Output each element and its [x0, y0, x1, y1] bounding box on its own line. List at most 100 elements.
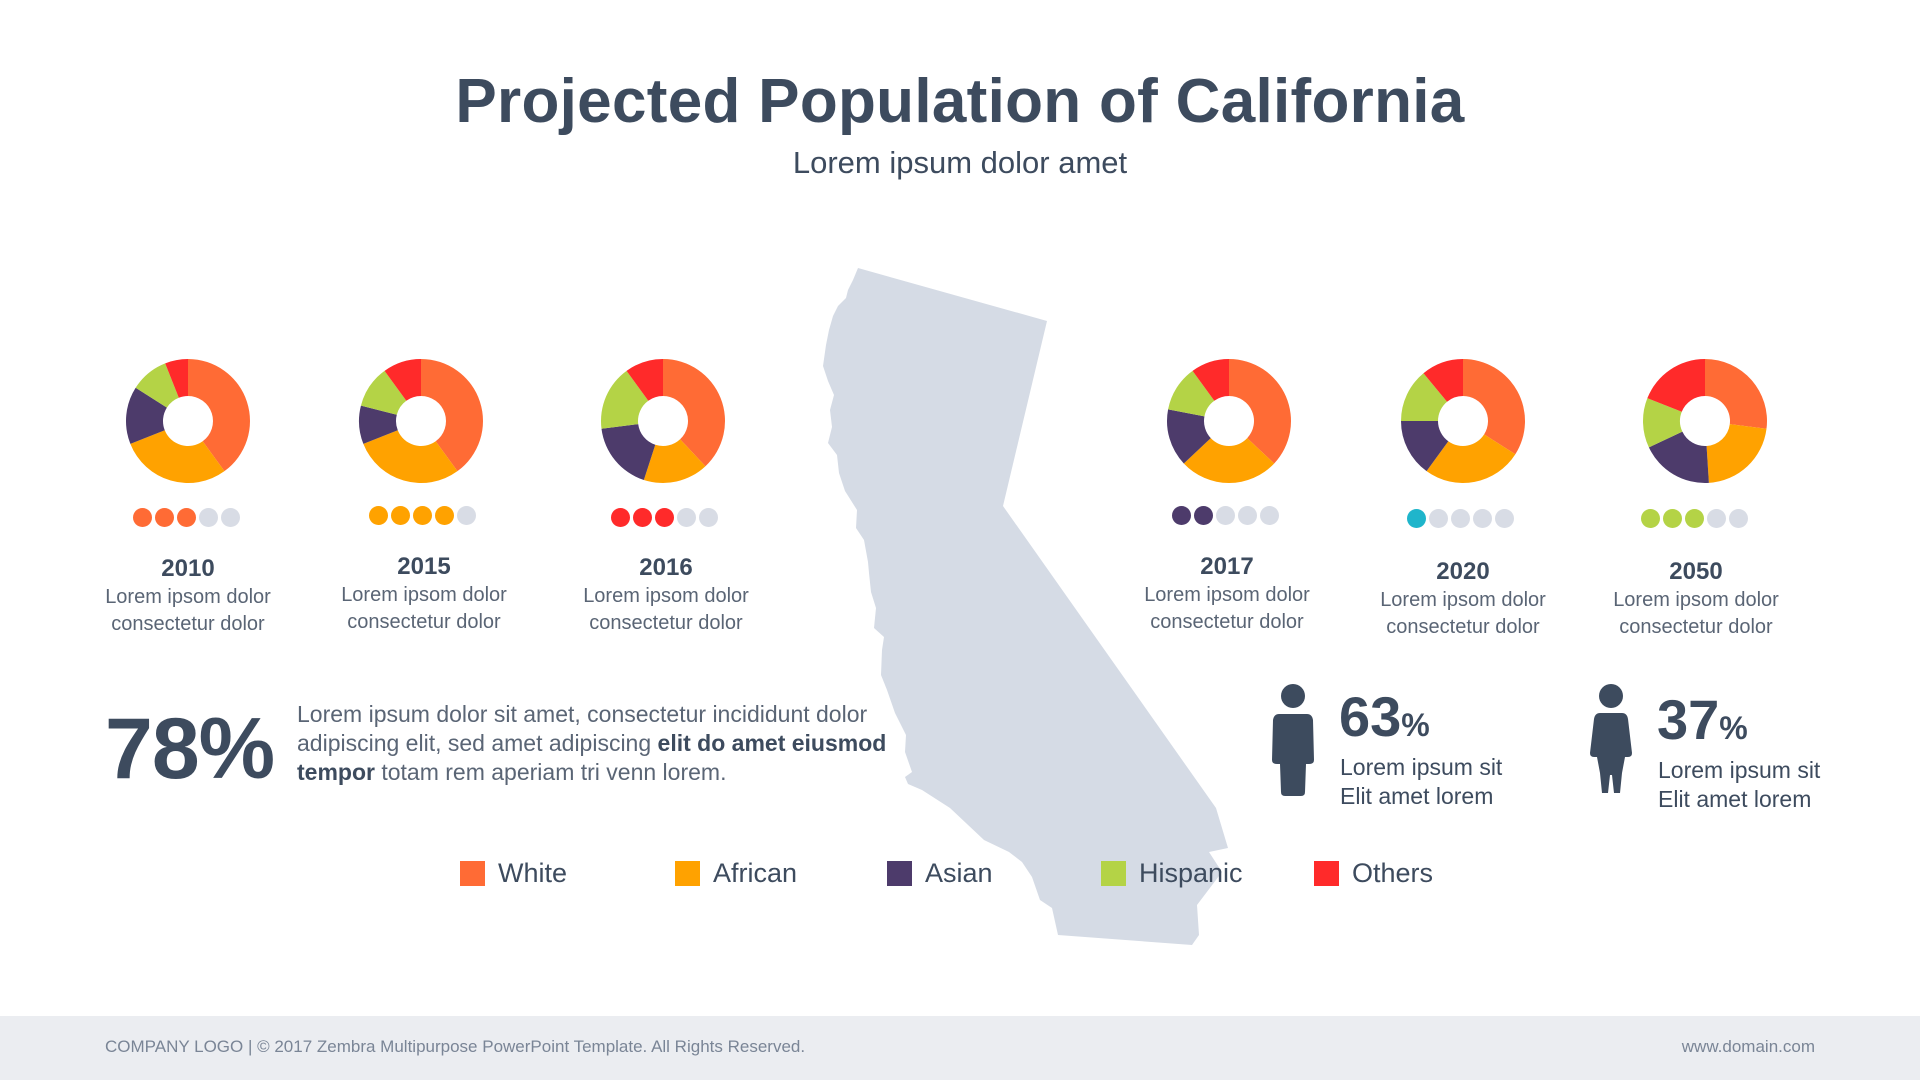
donut-slice-white: [1229, 359, 1291, 464]
progress-dot-inactive: [1238, 506, 1257, 525]
male-stat-line2: Elit amet lorem: [1340, 783, 1494, 809]
year-description: Lorem ipsom dolor: [1613, 589, 1779, 611]
donut-slice-african: [643, 439, 706, 483]
year-description: consectetur dolor: [111, 613, 265, 635]
page-title: Projected Population of California: [455, 67, 1465, 136]
highlight-text-part2: totam rem aperiam tri venn lorem.: [374, 759, 727, 785]
donut-slice-asian: [1648, 431, 1709, 483]
year-description: Lorem ipsom dolor: [1144, 584, 1310, 606]
donut-slice-african: [1706, 424, 1767, 483]
year-description: consectetur dolor: [1150, 611, 1304, 633]
progress-dot-inactive: [1495, 509, 1514, 528]
donut-chart-2016: [601, 359, 725, 483]
progress-dot-active: [177, 508, 196, 527]
legend-label-hispanic: Hispanic: [1139, 858, 1243, 888]
donut-slice-others: [1423, 359, 1463, 402]
progress-dot-inactive: [1473, 509, 1492, 528]
progress-dot-inactive: [1260, 506, 1279, 525]
legend-label-white: White: [498, 858, 568, 888]
donut-chart-2050: [1643, 359, 1767, 483]
progress-dot-active: [435, 506, 454, 525]
footer-website-link[interactable]: www.domain.com: [1681, 1037, 1815, 1056]
male-stat-description: Lorem ipsum sit Elit amet lorem: [1340, 753, 1570, 811]
donut-slice-asian: [359, 405, 398, 444]
donut-slice-white: [421, 359, 483, 472]
year-block-2010: 2010 Lorem ipsom dolor consectetur dolor: [73, 554, 303, 638]
progress-dot-inactive: [457, 506, 476, 525]
year-block-2015: 2015 Lorem ipsom dolor consectetur dolor: [309, 552, 539, 636]
female-stat-description: Lorem ipsum sit Elit amet lorem: [1658, 756, 1888, 814]
donut-slice-white: [188, 359, 250, 472]
donut-slice-african: [130, 430, 225, 483]
legend-item-others: Others: [1314, 858, 1433, 889]
progress-dots-2050: [1641, 509, 1751, 531]
year-block-2050: 2050 Lorem ipsom dolor consectetur dolor: [1581, 557, 1811, 641]
donut-slice-asian: [1401, 421, 1449, 472]
progress-dot-active: [1172, 506, 1191, 525]
year-label: 2010: [161, 555, 215, 582]
progress-dot-active: [1663, 509, 1682, 528]
progress-dot-active: [1641, 509, 1660, 528]
donut-slice-hispanic: [601, 370, 649, 429]
legend-label-others: Others: [1352, 858, 1434, 888]
progress-dot-active: [133, 508, 152, 527]
donut-slice-asian: [1167, 409, 1211, 464]
female-percentage-number: 37: [1657, 688, 1720, 751]
progress-dot-inactive: [677, 508, 696, 527]
year-description: consectetur dolor: [1619, 616, 1773, 638]
donut-chart-2020: [1401, 359, 1525, 483]
year-label: 2020: [1436, 558, 1490, 585]
progress-dot-active: [1194, 506, 1213, 525]
donut-slice-others: [626, 359, 663, 401]
page-subtitle: Lorem ipsum dolor amet: [792, 145, 1128, 180]
donut-slice-white: [663, 359, 725, 467]
progress-dot-active: [155, 508, 174, 527]
donut-slice-white: [1705, 359, 1767, 429]
donut-slice-hispanic: [360, 370, 407, 415]
chart-legend: White African Asian Hispanic Others: [0, 858, 1920, 892]
legend-swatch-asian: [887, 861, 912, 886]
progress-dot-active: [1407, 509, 1426, 528]
progress-dots-2016: [611, 508, 721, 530]
donut-slice-others: [384, 359, 421, 401]
progress-dot-inactive: [1729, 509, 1748, 528]
footer: COMPANY LOGO | © 2017 Zembra Multipurpos…: [0, 1016, 1920, 1080]
donut-slice-hispanic: [135, 363, 179, 408]
year-label: 2016: [639, 554, 693, 581]
progress-dots-2020: [1407, 509, 1517, 531]
progress-dot-inactive: [221, 508, 240, 527]
california-shape: [823, 268, 1228, 945]
progress-dot-active: [369, 506, 388, 525]
donut-chart-2015: [359, 359, 483, 483]
legend-label-african: African: [713, 858, 798, 888]
donut-slice-asian: [601, 424, 656, 480]
donut-chart-2017: [1167, 359, 1291, 483]
progress-dot-inactive: [1707, 509, 1726, 528]
female-person-icon: [1590, 684, 1632, 793]
highlight-text-bold: elit do amet eiusmod tempor: [297, 730, 887, 785]
female-percentage-unit: %: [1719, 710, 1748, 746]
year-description: consectetur dolor: [347, 611, 501, 633]
donut-slice-others: [165, 359, 188, 398]
male-percentage-unit: %: [1401, 707, 1430, 743]
progress-dot-active: [633, 508, 652, 527]
highlight-percentage: 78%: [105, 701, 275, 797]
donut-slice-african: [1426, 434, 1516, 483]
legend-label-asian: Asian: [925, 858, 993, 888]
year-block-2017: 2017 Lorem ipsom dolor consectetur dolor: [1112, 552, 1342, 636]
progress-dot-active: [611, 508, 630, 527]
legend-item-asian: Asian: [887, 858, 993, 889]
legend-item-african: African: [675, 858, 797, 889]
progress-dot-active: [413, 506, 432, 525]
male-percentage: 63%: [1339, 684, 1430, 749]
progress-dot-inactive: [699, 508, 718, 527]
donut-chart-2010: [126, 359, 250, 483]
footer-copyright: COMPANY LOGO | © 2017 Zembra Multipurpos…: [105, 1037, 806, 1056]
year-label: 2050: [1669, 558, 1723, 585]
female-stat-line2: Elit amet lorem: [1658, 786, 1812, 812]
legend-item-white: White: [460, 858, 567, 889]
donut-slice-hispanic: [1401, 373, 1448, 421]
legend-swatch-african: [675, 861, 700, 886]
legend-swatch-white: [460, 861, 485, 886]
